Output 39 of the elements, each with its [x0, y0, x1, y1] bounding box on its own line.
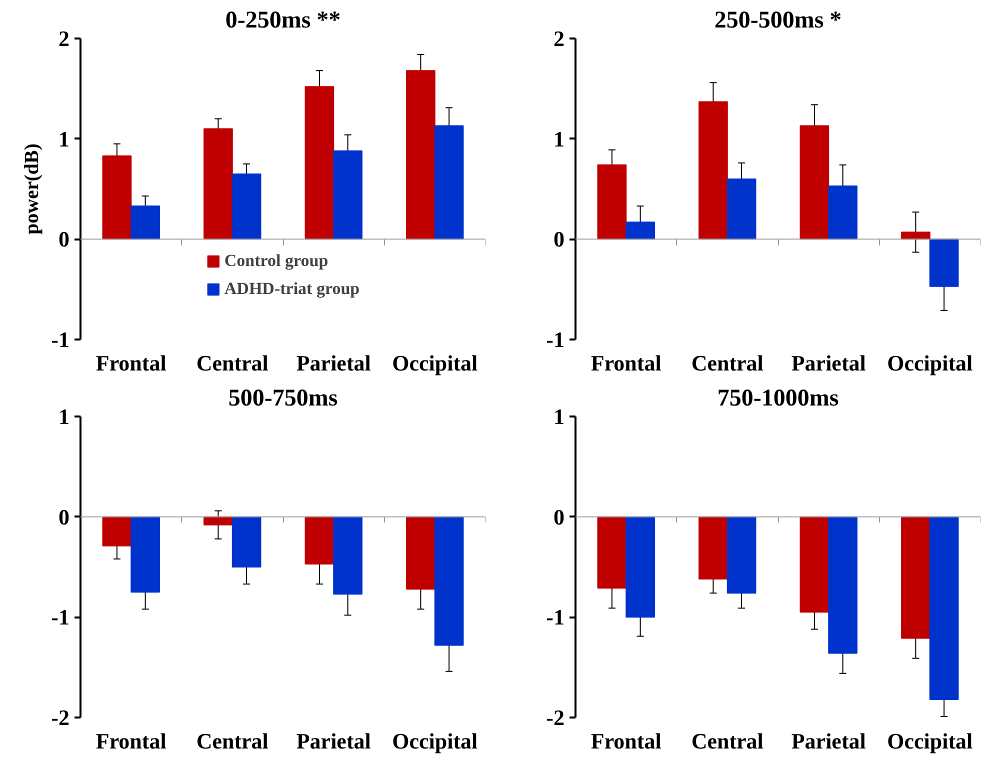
x-tick-label: Parietal [791, 728, 866, 754]
x-tick-label: Parietal [296, 728, 371, 754]
chart-title: 500-750ms [228, 386, 338, 412]
y-axis-title: power(dB) [21, 143, 44, 235]
y-tick-label: -1 [546, 327, 564, 352]
x-tick-label: Occipital [392, 728, 478, 754]
y-tick-label: -1 [51, 604, 70, 630]
x-tick-label: Frontal [590, 350, 662, 376]
x-tick-label: Frontal [96, 728, 166, 754]
legend-label: Control group [224, 251, 328, 271]
x-tick-label: Frontal [590, 728, 662, 754]
y-tick-label: 1 [554, 126, 564, 152]
x-tick-label: Occipital [887, 350, 973, 376]
legend-label: ADHD-triat group [224, 279, 360, 299]
chart-title: 0-250ms ** [225, 8, 341, 34]
y-tick-label: 1 [58, 126, 70, 152]
x-tick-label: Central [691, 728, 764, 754]
x-tick-label: Central [196, 350, 268, 376]
y-tick-label: 2 [58, 26, 70, 51]
y-tick-label: 2 [554, 26, 564, 51]
x-tick-label: Occipital [887, 728, 973, 754]
x-tick-label: Frontal [96, 350, 166, 376]
x-tick-label: Occipital [392, 350, 478, 376]
y-tick-label: 0 [58, 226, 70, 252]
y-tick-label: -2 [546, 705, 564, 730]
x-tick-label: Central [196, 728, 268, 754]
chart-title: 250-500ms * [714, 8, 842, 34]
x-tick-label: Parietal [791, 350, 866, 376]
y-tick-label: 1 [554, 404, 564, 429]
x-tick-label: Parietal [296, 350, 371, 376]
y-tick-label: 0 [554, 504, 564, 530]
y-tick-label: 0 [554, 226, 564, 252]
y-tick-label: -2 [51, 705, 70, 730]
x-tick-label: Central [691, 350, 764, 376]
chart-title: 750-1000ms [717, 386, 839, 412]
y-tick-label: 0 [58, 504, 70, 530]
y-tick-label: 1 [58, 404, 70, 429]
y-tick-label: -1 [546, 604, 564, 630]
y-tick-label: -1 [51, 327, 70, 352]
